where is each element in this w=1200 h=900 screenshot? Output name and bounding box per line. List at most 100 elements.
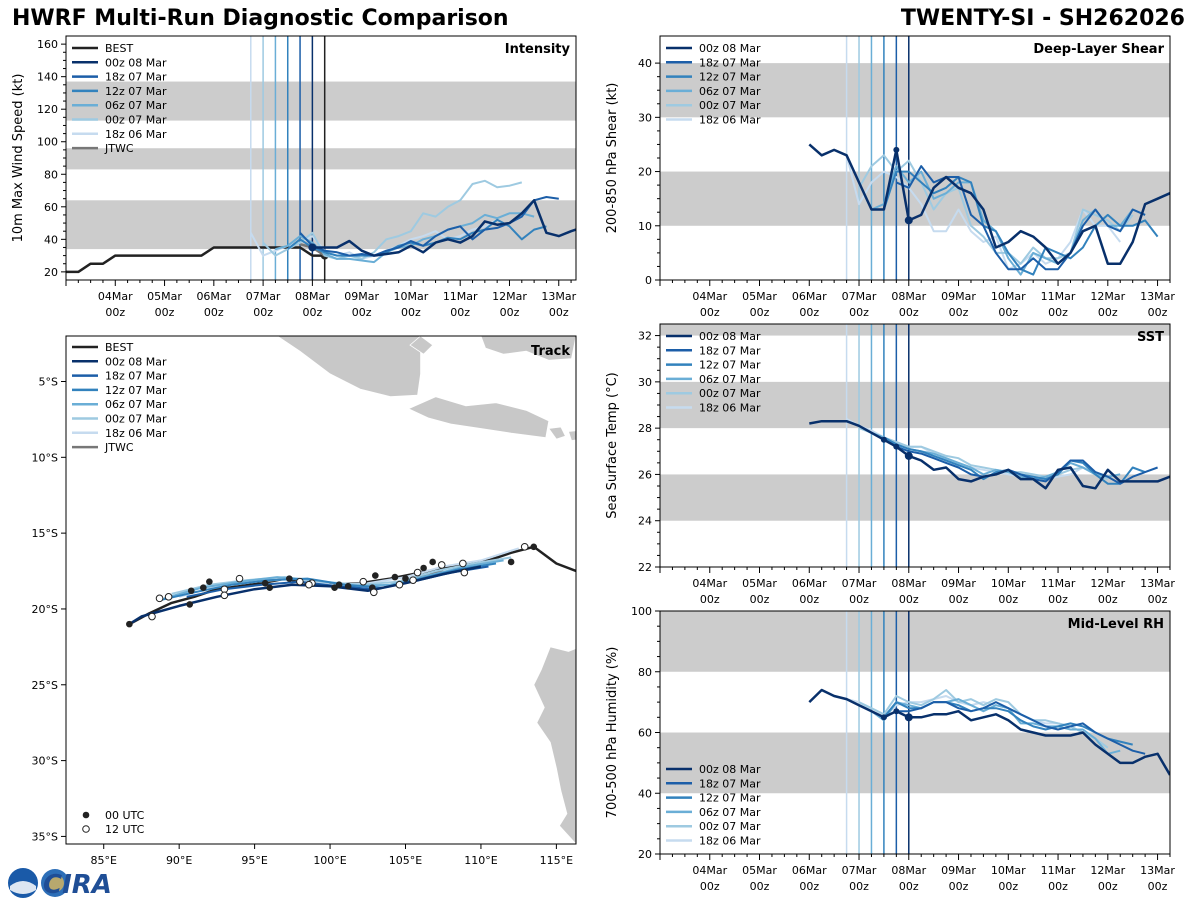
storm-title: TWENTY-SI - SH262026 [900, 6, 1185, 31]
x-tick-label: 05Mar [742, 864, 777, 877]
panel-title: Mid-Level RH [1068, 617, 1164, 632]
x-tick-sublabel: 00z [750, 306, 770, 319]
x-tick-label: 06Mar [792, 577, 827, 590]
plot-area [660, 324, 1170, 567]
y-axis-label: 10m Max Wind Speed (kt) [11, 74, 26, 243]
track-marker-12utc [437, 561, 446, 569]
legend-label: 12z 07 Mar [105, 85, 167, 98]
x-tick-sublabel: 00z [1098, 306, 1118, 319]
x-tick-label: 04Mar [98, 290, 133, 303]
x-tick-label: 04Mar [692, 290, 727, 303]
x-tick-label: 10Mar [394, 290, 429, 303]
x-tick-sublabel: 00z [700, 880, 720, 893]
x-tick-label: 12Mar [492, 290, 527, 303]
y-tick-label: 60 [44, 201, 58, 214]
x-tick-sublabel: 00z [253, 306, 273, 319]
y-tick-label: 40 [44, 233, 58, 246]
threshold-band [660, 63, 1170, 118]
track-marker-00utc [420, 564, 427, 572]
x-tick-label: 11Mar [1041, 577, 1076, 590]
legend-label: 06z 07 Mar [699, 373, 761, 386]
y-tick-label: 0 [645, 274, 652, 287]
series-00z-07-mar [262, 179, 523, 260]
plot-area [66, 36, 576, 280]
series-point [893, 443, 900, 450]
threshold-band [660, 474, 1170, 521]
legend-label: 00z 08 Mar [105, 56, 167, 69]
legend-label: 18z 07 Mar [105, 370, 167, 383]
cira-logo: CIRA [8, 868, 112, 900]
series-point [893, 146, 900, 153]
threshold-band [660, 381, 1170, 429]
x-tick-sublabel: 00z [105, 306, 125, 319]
x-tick-label: 13Mar [541, 290, 576, 303]
x-tick-sublabel: 00z [849, 306, 869, 319]
x-tick-label: 04Mar [692, 577, 727, 590]
legend-label: 06z 07 Mar [105, 398, 167, 411]
x-tick-label: 05Mar [147, 290, 182, 303]
track-marker-12utc [520, 542, 529, 551]
track-marker-00utc [286, 575, 293, 582]
x-tick-label: 09Mar [941, 290, 976, 303]
panel-title: Intensity [505, 42, 571, 57]
track-marker-00utc [372, 572, 379, 579]
legend-label: 18z 06 Mar [699, 402, 761, 415]
x-tick-label: 85°E [90, 854, 116, 867]
plot-area [660, 36, 1170, 280]
x-tick-sublabel: 00z [998, 880, 1018, 893]
track-marker-12utc [370, 588, 378, 597]
x-tick-sublabel: 00z [1098, 880, 1118, 893]
y-tick-label: 10°S [32, 451, 58, 464]
x-tick-sublabel: 00z [500, 306, 520, 319]
x-tick-label: 115°E [540, 854, 573, 867]
x-tick-label: 110°E [464, 854, 497, 867]
y-tick-label: 100 [631, 605, 652, 618]
y-tick-label: 20 [638, 166, 652, 179]
x-tick-label: 11Mar [1041, 864, 1076, 877]
series-06z-07-mar [870, 698, 1121, 755]
x-tick-label: 13Mar [1140, 577, 1175, 590]
legend-label: 06z 07 Mar [699, 85, 761, 98]
land-bali [548, 426, 566, 440]
x-tick-label: 11Mar [1041, 290, 1076, 303]
y-tick-label: 40 [638, 57, 652, 70]
x-tick-sublabel: 00z [1148, 880, 1168, 893]
x-tick-sublabel: 00z [998, 593, 1018, 606]
track-marker-12utc [460, 568, 469, 577]
x-tick-label: 08Mar [891, 290, 926, 303]
legend-label: 12z 07 Mar [699, 359, 761, 372]
series-point [893, 708, 900, 715]
y-tick-label: 140 [37, 71, 58, 84]
x-tick-label: 11Mar [443, 290, 478, 303]
track-map: 85°E 90°E 95°E 100°E 105°E 110°E 115°E 5°S 10°S 1… [32, 335, 577, 867]
legend-label: 18z 07 Mar [699, 344, 761, 357]
track-marker-00utc [507, 558, 515, 566]
series-18z-07-mar [895, 445, 1158, 485]
track-marker-00utc [530, 543, 538, 551]
y-tick-label: 35°S [32, 830, 58, 843]
legend-label: 00z 08 Mar [699, 42, 761, 55]
x-tick-label: 05Mar [742, 577, 777, 590]
x-tick-label: 09Mar [344, 290, 379, 303]
track-marker-12utc [305, 580, 313, 589]
current-point [308, 243, 317, 252]
legend-label: JTWC [104, 441, 134, 454]
y-tick-label: 40 [638, 787, 652, 800]
legend-label: 12z 07 Mar [699, 792, 761, 805]
y-tick-label: 20 [638, 848, 652, 861]
series-18z-07-mar [895, 165, 1146, 271]
track-marker-12utc [409, 576, 417, 584]
y-tick-label: 5°S [39, 375, 58, 388]
x-tick-sublabel: 00z [549, 306, 569, 319]
legend-label: 00z 07 Mar [105, 114, 167, 127]
series-00z-07-mar [858, 427, 1109, 481]
x-tick-label: 95°E [241, 854, 267, 867]
x-tick-label: 09Mar [941, 864, 976, 877]
track-marker-00utc [261, 579, 269, 587]
legend-label: 12 UTC [105, 823, 145, 836]
panel-title: SST [1137, 330, 1164, 345]
y-tick-label: 24 [638, 515, 652, 528]
x-tick-label: 04Mar [692, 864, 727, 877]
track-marker-12utc [413, 568, 422, 577]
rh-chart: 20 40 60 80 100 04Mar 00z 05Mar 00z 06Mar 00z 07Mar… [605, 605, 1175, 893]
